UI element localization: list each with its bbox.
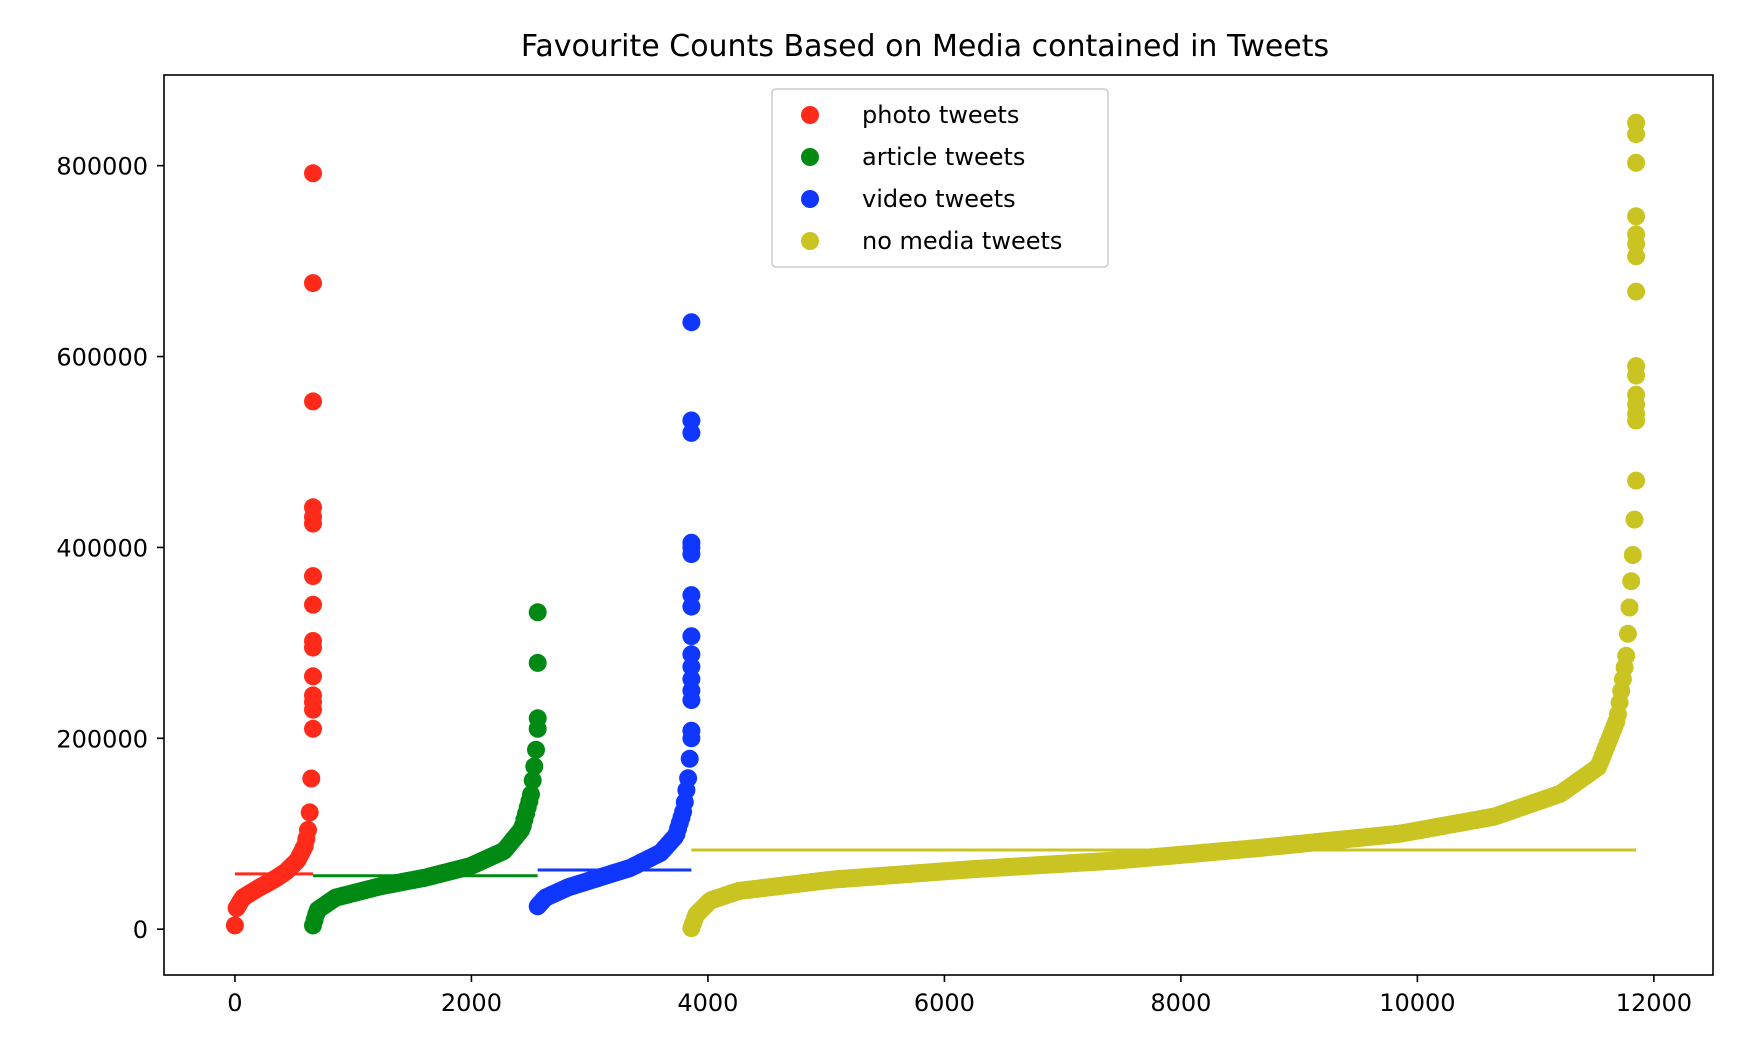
data-point [527, 740, 545, 759]
data-point [304, 719, 322, 738]
data-point [300, 803, 319, 822]
x-tick-label: 10000 [1379, 989, 1455, 1017]
data-point [679, 769, 698, 788]
data-point [528, 603, 547, 622]
y-tick-label: 600000 [56, 344, 148, 372]
data-point [682, 627, 701, 646]
data-point [304, 667, 322, 686]
chart-title: Favourite Counts Based on Media containe… [521, 29, 1329, 64]
data-point [299, 821, 317, 839]
data-point [1627, 385, 1646, 404]
data-point [680, 749, 699, 768]
data-point [682, 586, 701, 605]
data-point [682, 721, 701, 740]
data-point [304, 498, 322, 517]
data-point [1620, 598, 1639, 617]
legend-marker [801, 232, 819, 250]
data-point [1627, 225, 1646, 244]
y-tick-label: 0 [133, 916, 148, 944]
data-point [304, 632, 322, 650]
data-point [304, 164, 322, 183]
data-point [1622, 572, 1641, 591]
data-point [682, 645, 701, 664]
legend: photo tweets article tweets video tweets no… [771, 88, 1109, 268]
plot-frame [163, 74, 1714, 976]
x-tick-label: 4000 [677, 989, 738, 1017]
data-point [1618, 624, 1637, 643]
y-tick-label: 800000 [56, 153, 148, 181]
y-tick-label: 200000 [56, 725, 148, 753]
data-point [1627, 113, 1646, 132]
data-point [682, 533, 701, 552]
data-point [304, 686, 322, 705]
x-tick-label: 6000 [914, 989, 975, 1017]
legend-box [771, 88, 1109, 268]
legend-label: photo tweets [862, 101, 1019, 129]
legend-marker [801, 148, 819, 166]
x-tick-label: 12000 [1616, 989, 1692, 1017]
x-tick-label: 0 [227, 989, 242, 1017]
series-no-media-tweets [682, 113, 1646, 938]
data-point [225, 916, 244, 935]
data-point [1623, 546, 1642, 564]
data-point [304, 274, 322, 293]
legend-label: no media tweets [862, 227, 1062, 255]
series-article-tweets [304, 603, 547, 935]
data-point [1627, 153, 1646, 172]
data-point [682, 313, 701, 332]
data-point [1627, 357, 1646, 376]
data-point [522, 785, 540, 804]
plot-area [225, 113, 1646, 938]
legend-marker [801, 190, 819, 208]
x-tick-label: 8000 [1150, 989, 1211, 1017]
axes: 0 2000 4000 6000 8000 10000 12000 0 200000 400000… [56, 153, 1692, 1017]
data-point [523, 771, 542, 790]
legend-label: video tweets [862, 185, 1016, 213]
data-point [528, 709, 547, 728]
legend-marker [801, 106, 819, 124]
data-point [1617, 646, 1636, 665]
data-point [682, 670, 701, 689]
data-point [1625, 510, 1644, 529]
data-point [1627, 471, 1646, 490]
data-point [304, 567, 322, 586]
series-photo-tweets [225, 164, 322, 935]
y-tick-label: 400000 [56, 534, 148, 562]
data-point [682, 423, 701, 442]
data-point [1627, 282, 1646, 301]
data-point [1627, 207, 1646, 226]
x-tick-label: 2000 [441, 989, 502, 1017]
data-point [682, 657, 701, 676]
data-point [302, 769, 321, 788]
data-point [525, 757, 544, 776]
data-point [304, 392, 322, 411]
data-point [1627, 247, 1646, 266]
data-point [304, 595, 322, 614]
legend-label: article tweets [862, 143, 1025, 171]
data-point [528, 653, 547, 672]
data-point [682, 411, 701, 430]
